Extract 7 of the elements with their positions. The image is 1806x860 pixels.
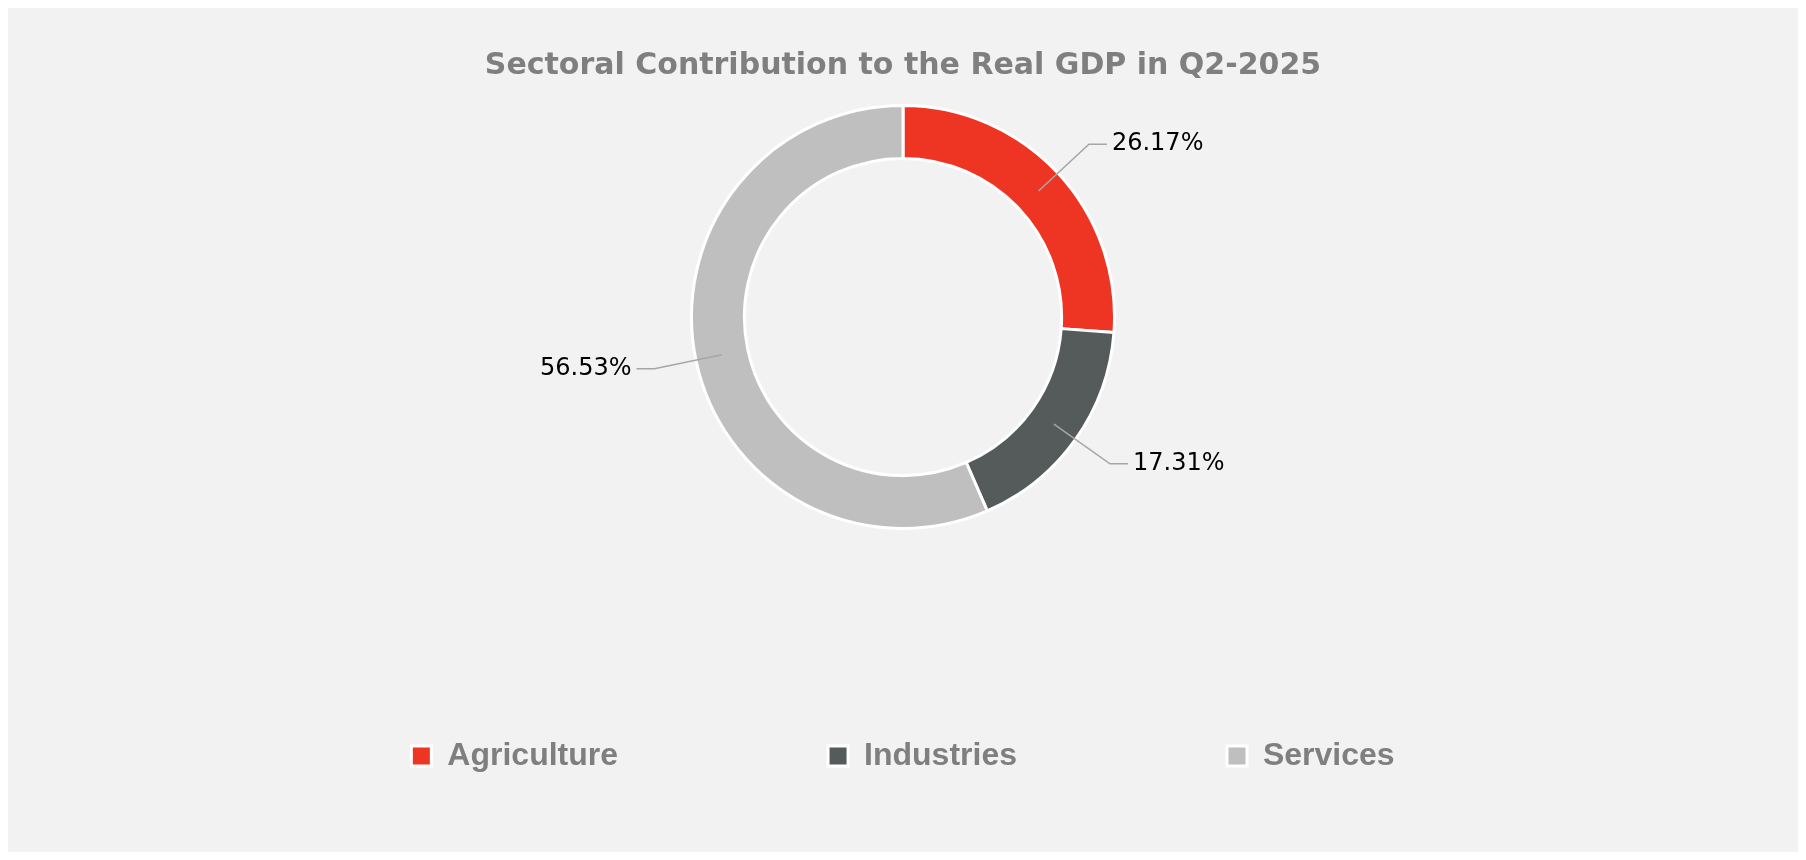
data-label: 17.31% [1132, 448, 1225, 477]
legend-label: Services [1262, 735, 1395, 772]
data-label: 26.17% [1111, 128, 1204, 157]
data-label: 56.53% [540, 352, 632, 381]
chart-title: Sectoral Contribution to the Real GDP in Q2-2025 [484, 45, 1322, 81]
legend-label: Industries [864, 735, 1017, 772]
legend-label: Agriculture [447, 735, 619, 772]
